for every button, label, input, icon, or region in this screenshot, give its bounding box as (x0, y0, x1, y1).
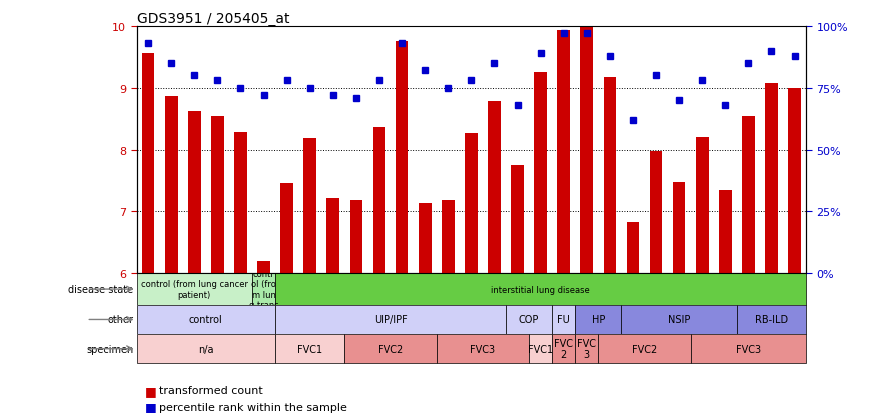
Text: disease state: disease state (68, 285, 133, 294)
Bar (373, 128, 385, 274)
Bar (137, 274, 252, 305)
Text: FVC1: FVC1 (528, 344, 553, 354)
Bar (603, 78, 616, 274)
Bar (327, 198, 339, 274)
Bar (581, 28, 593, 274)
Bar (437, 334, 529, 363)
Bar (558, 31, 570, 274)
Bar (788, 88, 801, 274)
Bar (511, 166, 524, 274)
Text: ■: ■ (145, 384, 157, 397)
Bar (621, 305, 737, 334)
Bar (234, 133, 247, 274)
Bar (626, 223, 640, 274)
Text: control: control (189, 315, 223, 325)
Bar (396, 42, 409, 274)
Bar (418, 203, 432, 274)
Bar (649, 152, 663, 274)
Text: ■: ■ (145, 400, 157, 413)
Text: other: other (107, 315, 133, 325)
Text: transformed count: transformed count (159, 385, 263, 395)
Bar (275, 305, 506, 334)
Bar (575, 334, 598, 363)
Bar (465, 133, 478, 274)
Text: COP: COP (519, 315, 539, 325)
Text: HP: HP (592, 315, 605, 325)
Text: percentile rank within the sample: percentile rank within the sample (159, 402, 346, 412)
Text: FVC
3: FVC 3 (577, 338, 596, 360)
Bar (350, 201, 362, 274)
Bar (742, 117, 755, 274)
Bar (552, 305, 575, 334)
Bar (188, 112, 201, 274)
Bar (673, 183, 685, 274)
Text: UIP/IPF: UIP/IPF (374, 315, 407, 325)
Text: RB-ILD: RB-ILD (755, 315, 788, 325)
Text: n/a: n/a (198, 344, 213, 354)
Text: FVC2: FVC2 (378, 344, 403, 354)
Bar (211, 117, 224, 274)
Bar (696, 138, 708, 274)
Bar (506, 305, 552, 334)
Text: GDS3951 / 205405_at: GDS3951 / 205405_at (137, 12, 289, 26)
Bar (275, 274, 806, 305)
Bar (280, 184, 293, 274)
Bar (165, 97, 178, 274)
Text: contr
ol (fro
m lun
g trans: contr ol (fro m lun g trans (248, 269, 278, 309)
Bar (691, 334, 806, 363)
Bar (275, 334, 344, 363)
Bar (142, 53, 154, 274)
Text: FVC3: FVC3 (470, 344, 495, 354)
Bar (137, 334, 275, 363)
Bar (257, 261, 270, 274)
Bar (719, 190, 731, 274)
Bar (552, 334, 575, 363)
Bar (765, 83, 778, 274)
Text: control (from lung cancer
patient): control (from lung cancer patient) (141, 280, 248, 299)
Bar (737, 305, 806, 334)
Bar (575, 305, 621, 334)
Text: interstitial lung disease: interstitial lung disease (492, 285, 590, 294)
Bar (534, 73, 547, 274)
Bar (137, 305, 275, 334)
Bar (529, 334, 552, 363)
Text: FVC1: FVC1 (297, 344, 322, 354)
Text: FVC3: FVC3 (736, 344, 761, 354)
Bar (598, 334, 691, 363)
Bar (488, 102, 500, 274)
Bar (344, 334, 437, 363)
Text: NSIP: NSIP (668, 315, 691, 325)
Bar (252, 274, 275, 305)
Bar (303, 139, 316, 274)
Bar (442, 201, 455, 274)
Text: FU: FU (558, 315, 570, 325)
Text: FVC2: FVC2 (632, 344, 657, 354)
Text: specimen: specimen (86, 344, 133, 354)
Text: FVC
2: FVC 2 (554, 338, 574, 360)
